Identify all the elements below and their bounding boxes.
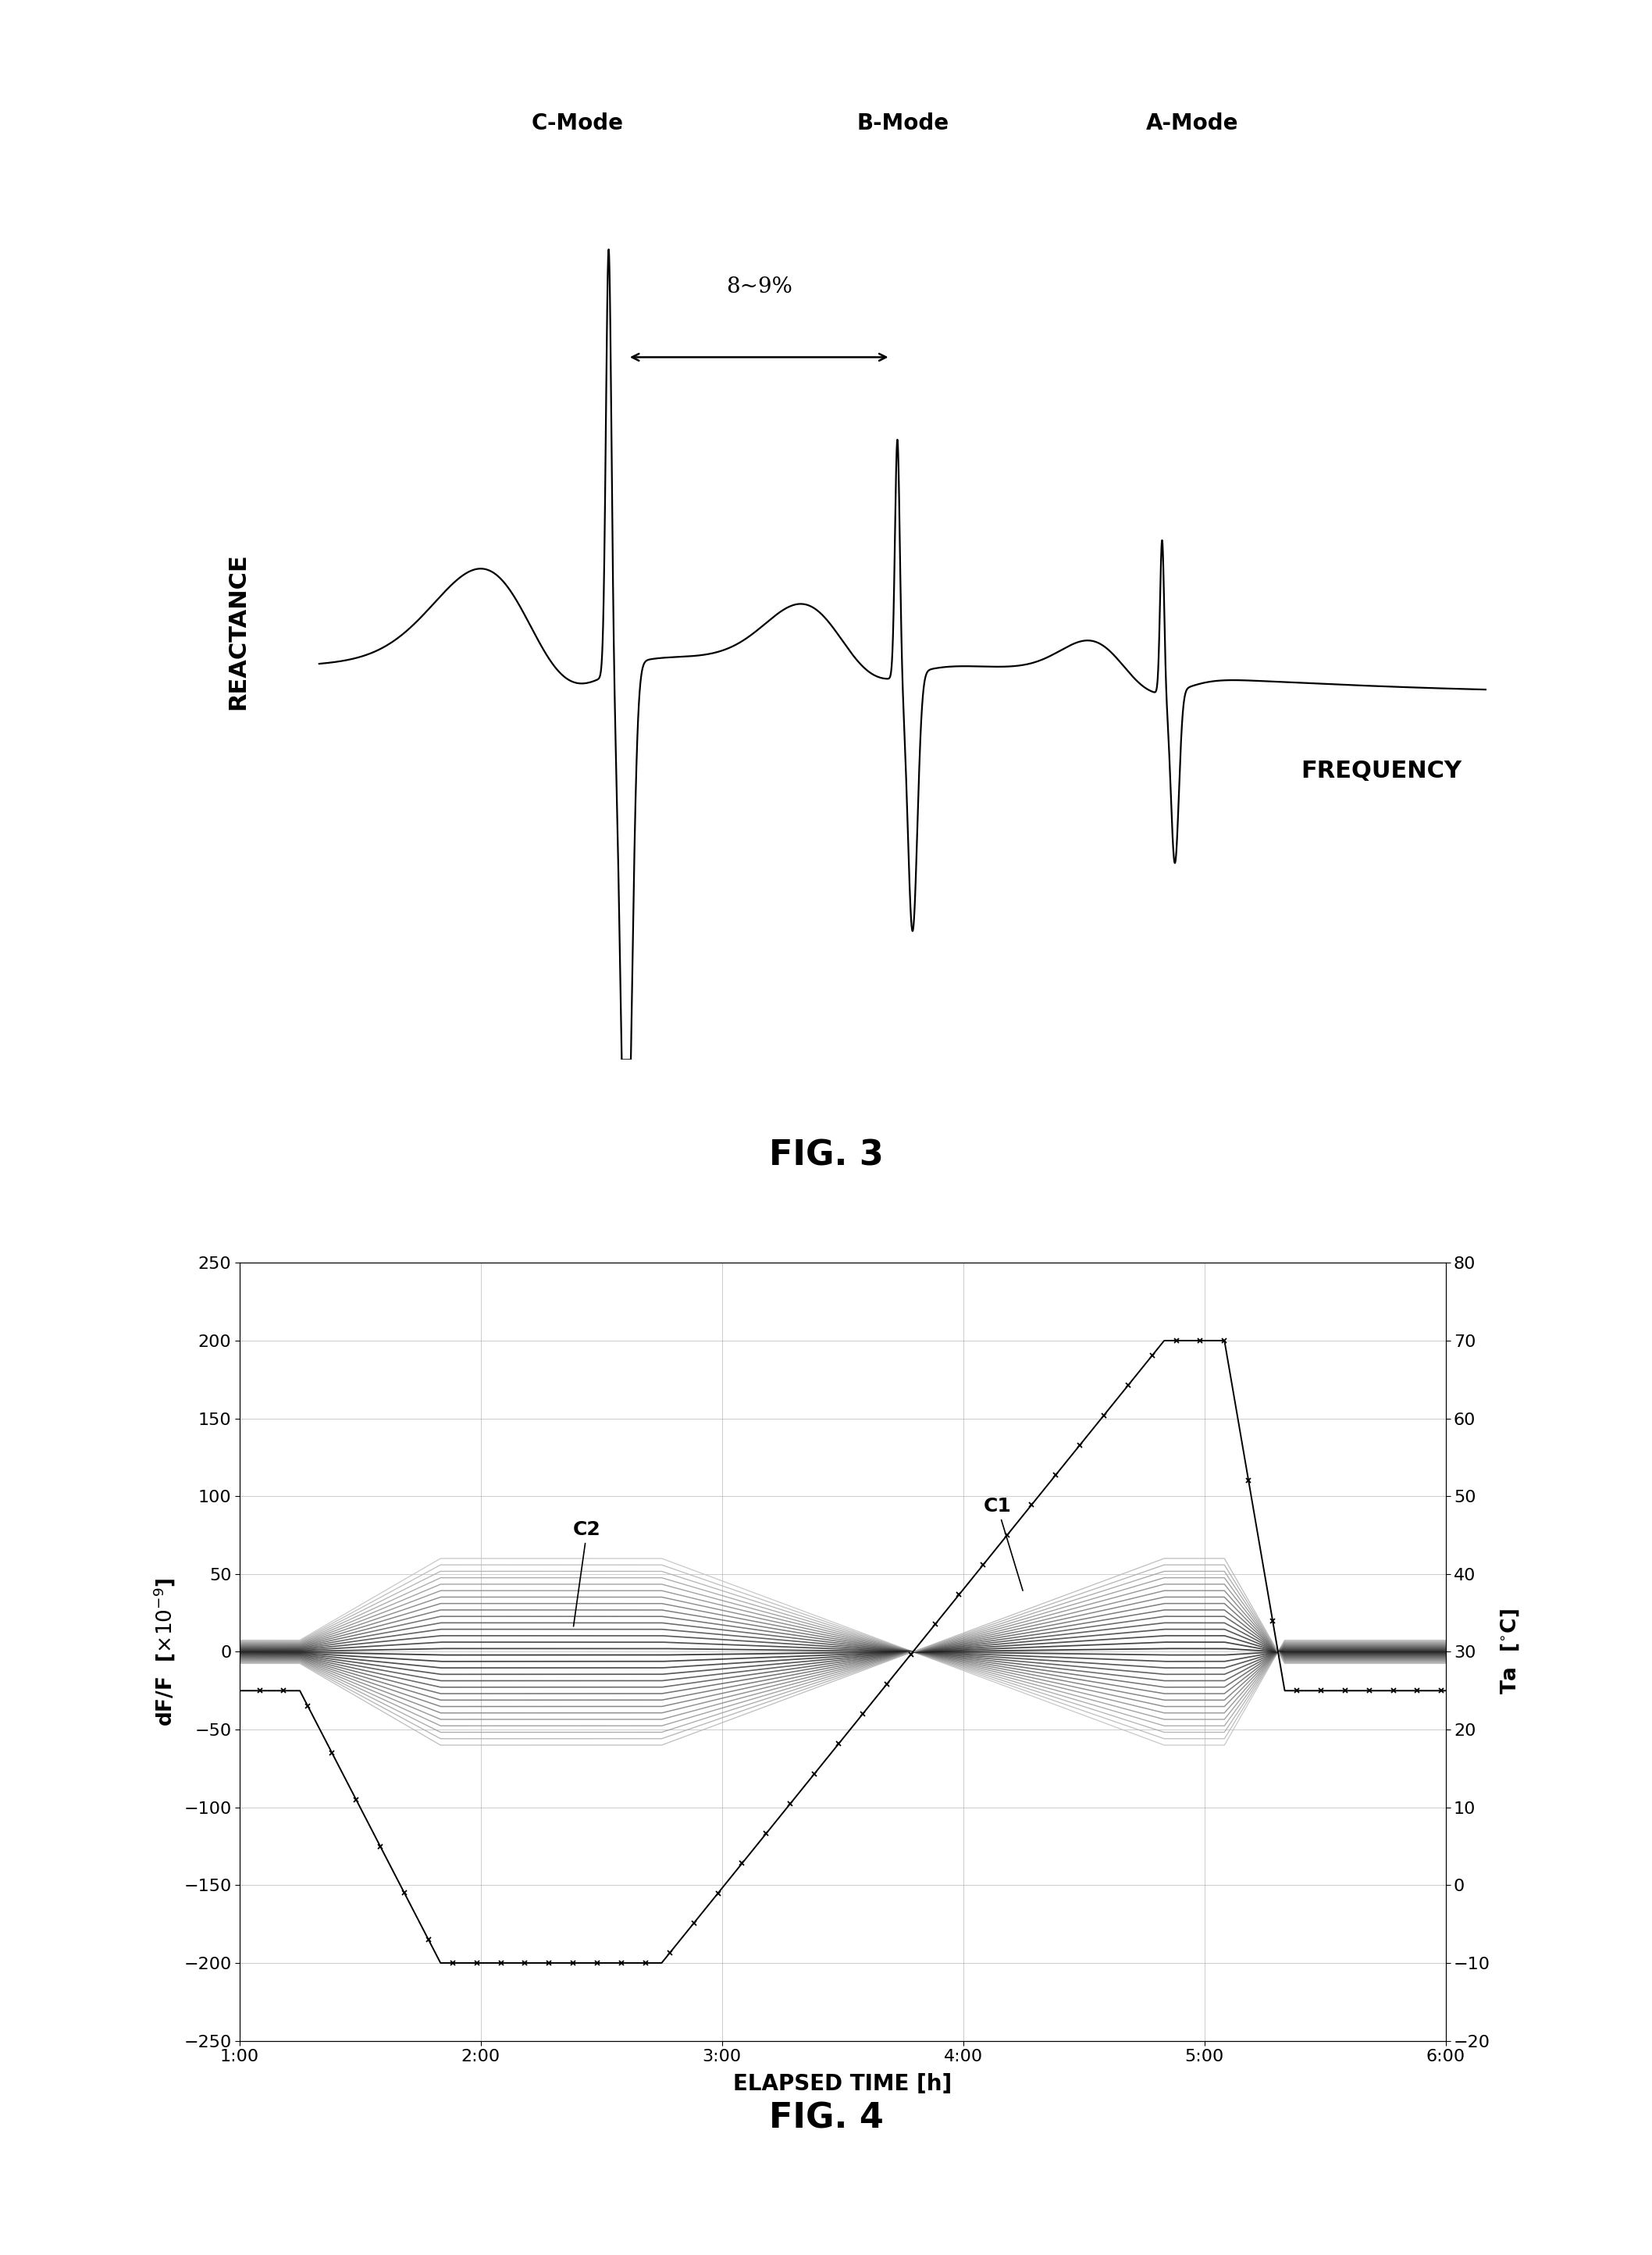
Y-axis label: Ta  [$^{\circ}$C]: Ta [$^{\circ}$C] [1498, 1608, 1520, 1696]
X-axis label: ELAPSED TIME [h]: ELAPSED TIME [h] [733, 2072, 952, 2095]
Text: FIG. 3: FIG. 3 [768, 1139, 884, 1173]
Text: B-Mode: B-Mode [857, 113, 950, 135]
Text: FREQUENCY: FREQUENCY [1300, 760, 1462, 782]
Text: C2: C2 [573, 1520, 601, 1626]
Y-axis label: dF/F  [$\times10^{-9}$]: dF/F [$\times10^{-9}$] [152, 1578, 177, 1725]
Text: A-Mode: A-Mode [1146, 113, 1239, 135]
Text: C-Mode: C-Mode [532, 113, 623, 135]
Text: REACTANCE: REACTANCE [226, 552, 249, 710]
Text: FIG. 4: FIG. 4 [768, 2102, 884, 2135]
Text: C1: C1 [983, 1497, 1023, 1590]
Text: 8~9%: 8~9% [725, 275, 793, 298]
